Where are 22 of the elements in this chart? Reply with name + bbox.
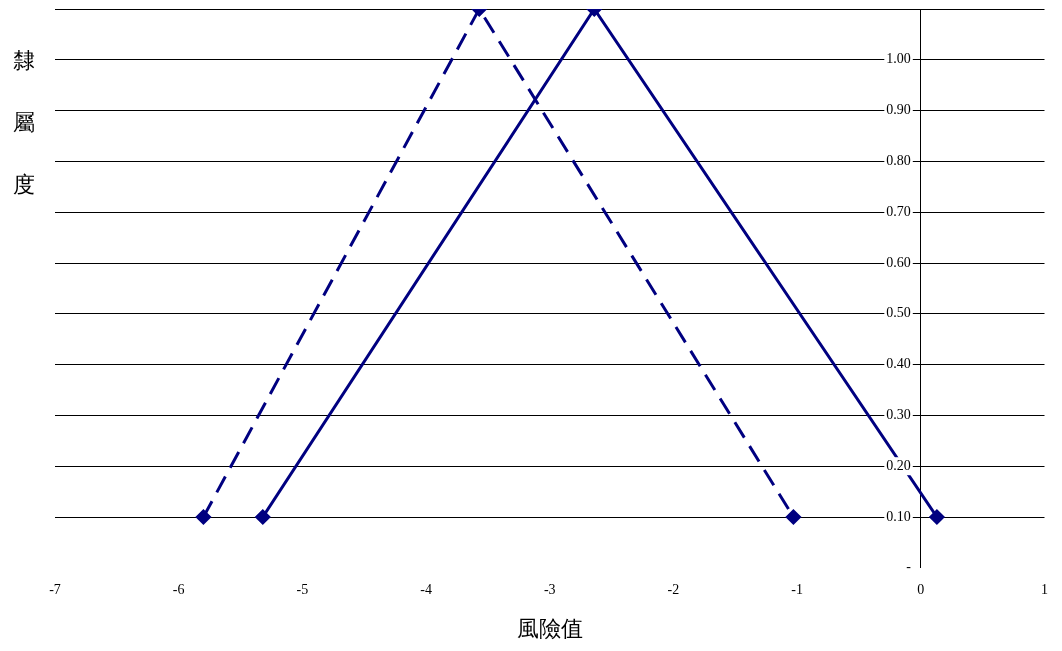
y-tick-label: 0.40 — [886, 356, 911, 372]
x-tick-label: -6 — [172, 581, 185, 597]
y-tick-label: 0.80 — [886, 153, 911, 169]
x-tick-label: -5 — [296, 581, 309, 597]
y-tick-label: 0.70 — [886, 203, 911, 219]
x-tick-label: -2 — [667, 581, 680, 597]
x-tick-label: -7 — [49, 581, 61, 597]
y-tick-label: 0.10 — [886, 508, 911, 524]
y-tick-label: 0.30 — [886, 407, 911, 423]
x-tick-label: -4 — [420, 581, 432, 597]
x-tick-label: 1 — [1041, 581, 1048, 597]
y-tick-label: - — [906, 559, 912, 575]
x-axis-title: 風險值 — [516, 615, 583, 641]
y-tick-label: 0.60 — [886, 254, 911, 270]
x-tick-label: 0 — [917, 581, 925, 597]
y-tick-label: 1.00 — [886, 51, 911, 67]
y-tick-label: 0.20 — [886, 457, 911, 473]
x-tick-label: -1 — [791, 581, 803, 597]
text: 隸屬度 — [13, 48, 35, 197]
x-tick-label: -3 — [543, 581, 556, 597]
y-tick-label: 0.90 — [886, 102, 911, 118]
y-tick-label: 0.50 — [886, 305, 911, 321]
